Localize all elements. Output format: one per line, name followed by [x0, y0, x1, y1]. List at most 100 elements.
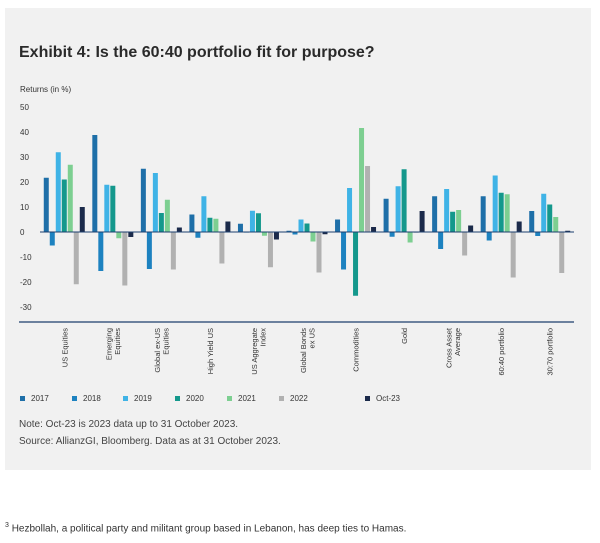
bar-2017-5: [286, 230, 292, 232]
y-tick-label: 0: [20, 228, 25, 237]
bar-2022-5: [316, 232, 322, 273]
bar-2017-6: [335, 219, 341, 232]
x-tick-label: 60:40 portfolio: [497, 328, 506, 376]
bar-2019-4: [249, 210, 255, 232]
x-tick-label: Global ex-US Equities: [153, 328, 171, 373]
bar-2020-3: [207, 217, 213, 232]
legend-label: 2017: [31, 394, 49, 403]
legend-label: 2020: [186, 394, 204, 403]
legend-swatch-2020: [175, 396, 180, 401]
bar-2019-10: [541, 193, 547, 232]
bar-2021-5: [310, 232, 316, 242]
x-tick-label: US Equities: [60, 328, 69, 367]
y-tick-label: 50: [20, 103, 29, 112]
x-tick-label: High Yield US: [206, 328, 215, 374]
bar-2018-10: [535, 232, 541, 236]
x-tick-label-line: Commodities: [352, 328, 361, 372]
bar-2021-3: [213, 218, 219, 232]
bar-2021-10: [553, 217, 559, 232]
bar-2019-0: [55, 152, 61, 232]
x-tick-label-line: ex US: [307, 328, 316, 348]
bar-2018-8: [438, 232, 444, 249]
bar-oct-23-3: [225, 221, 231, 232]
bar-2017-0: [43, 177, 49, 232]
bar-2019-9: [492, 175, 498, 232]
bar-2022-4: [267, 232, 273, 268]
bar-2021-6: [359, 128, 365, 232]
bar-2020-6: [353, 232, 359, 296]
y-tick-label: 20: [20, 178, 29, 187]
y-tick-label: -20: [20, 278, 32, 287]
legend-label: 2018: [83, 394, 101, 403]
legend-swatch-oct-23: [365, 396, 370, 401]
bar-2022-10: [559, 232, 565, 273]
bar-2021-1: [116, 232, 122, 239]
x-tick-label-line: 60:40 portfolio: [497, 328, 506, 376]
bar-2020-9: [498, 192, 504, 232]
bar-2021-9: [504, 194, 510, 232]
bar-2019-3: [201, 196, 207, 232]
bar-chart: Returns (in %) 50 40 30 20 10 0 -10 -20 -30 US E…: [19, 85, 574, 403]
bar-2021-7: [407, 232, 413, 243]
legend-label: 2021: [238, 394, 256, 403]
bar-2021-8: [456, 210, 462, 232]
bar-2017-1: [92, 135, 98, 232]
bar-2019-7: [395, 186, 401, 232]
x-tick-label-line: Equities: [162, 328, 171, 355]
bar-oct-23-7: [419, 211, 425, 232]
x-tick-label: Emerging Equities: [105, 328, 123, 360]
x-tick-label: Gold: [400, 328, 409, 344]
bar-2020-1: [110, 185, 116, 232]
bar-2018-1: [98, 232, 104, 271]
x-tick-label-line: Emerging: [105, 328, 114, 360]
x-tick-label-line: US Equities: [60, 328, 69, 367]
bar-2018-6: [341, 232, 347, 270]
bar-2019-2: [152, 173, 158, 232]
x-tick-label-line: High Yield US: [206, 328, 215, 374]
y-tick-label: 40: [20, 128, 29, 137]
x-tick-label-line: Equities: [113, 328, 122, 355]
bar-2022-1: [122, 232, 128, 286]
x-tick-label-line: Cross Asset: [444, 327, 453, 368]
bar-oct-23-10: [565, 230, 571, 232]
bar-oct-23-6: [371, 227, 377, 232]
bar-2020-0: [61, 179, 67, 232]
x-tick-label: US Aggregate Index: [250, 328, 268, 375]
bar-2021-4: [261, 232, 267, 236]
bar-2017-2: [140, 168, 146, 232]
bar-2018-5: [292, 232, 298, 235]
y-tick-label: -10: [20, 253, 32, 262]
chart-source: Source: AllianzGI, Bloomberg. Data as at…: [19, 436, 281, 447]
x-tick-label: Cross Asset Average: [444, 327, 462, 368]
legend-label: 2022: [290, 394, 308, 403]
footnote: 3 Hezbollah, a political party and milit…: [5, 522, 406, 534]
bar-oct-23-9: [516, 221, 522, 232]
bar-2022-3: [219, 232, 225, 264]
y-axis-label: Returns (in %): [20, 85, 71, 94]
bar-2018-9: [486, 232, 492, 241]
chart-note: Note: Oct-23 is 2023 data up to 31 Octob…: [19, 419, 239, 430]
legend-swatch-2021: [227, 396, 232, 401]
footnote-marker: 3: [5, 522, 9, 529]
chart-title: Exhibit 4: Is the 60:40 portfolio fit fo…: [19, 44, 375, 61]
legend: 2017 2018 2019 2020 2021 2022 Oct-23: [20, 394, 401, 403]
bar-2018-7: [389, 232, 395, 237]
bar-oct-23-2: [176, 227, 182, 232]
bar-2017-9: [480, 196, 486, 232]
legend-swatch-2017: [20, 396, 25, 401]
footnote-text: Hezbollah, a political party and militan…: [11, 523, 407, 535]
x-tick-label-line: 30:70 portfolio: [546, 328, 555, 376]
bars: [43, 128, 571, 296]
bar-2020-8: [450, 211, 456, 232]
bar-oct-23-8: [468, 225, 474, 232]
bar-2020-5: [304, 223, 310, 232]
bar-2018-3: [195, 232, 201, 238]
x-tick-label-line: Gold: [400, 328, 409, 344]
bar-2022-2: [170, 232, 176, 270]
bar-oct-23-1: [128, 232, 134, 237]
bar-2020-7: [401, 169, 407, 232]
bar-2021-0: [67, 164, 73, 232]
bar-2022-0: [73, 232, 79, 285]
x-tick-label-line: Index: [259, 328, 268, 347]
x-tick-label-line: US Aggregate: [250, 328, 259, 375]
